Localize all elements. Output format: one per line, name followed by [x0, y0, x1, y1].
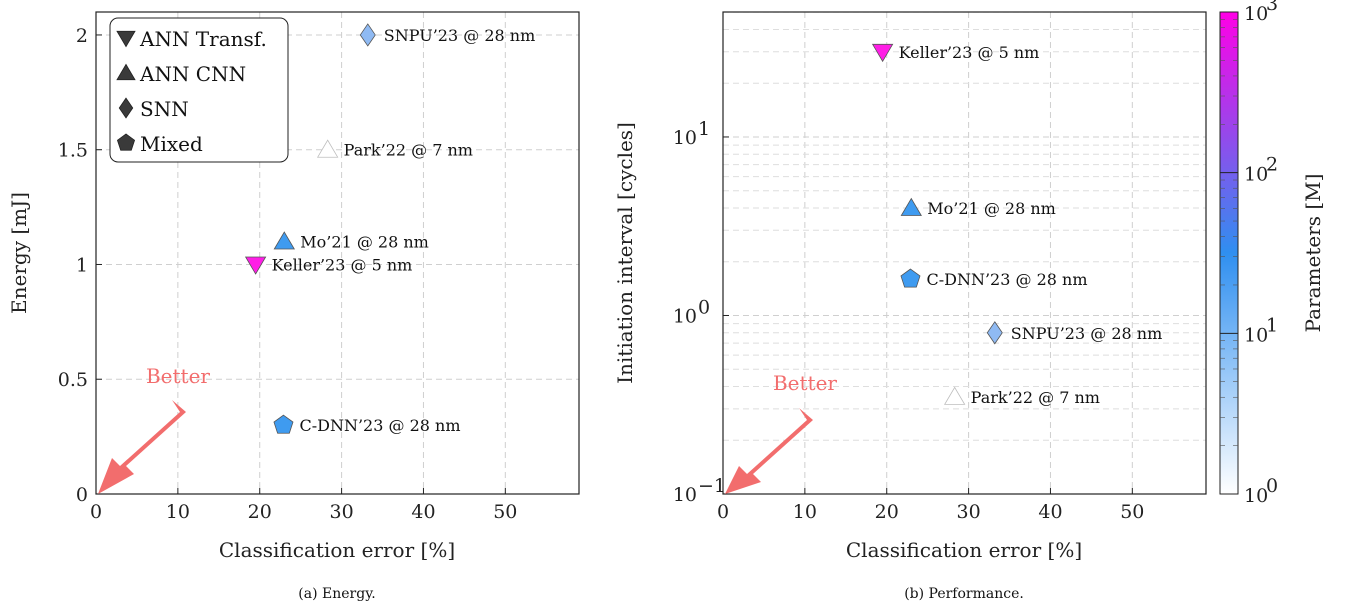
- marker-legend: ANN Transf. ANN CNN SNN Mixed: [109, 17, 289, 163]
- energy-x-tick-label: 20: [248, 501, 272, 523]
- colorbar-tick-exponent: 3: [1266, 0, 1278, 15]
- performance-point-label: SNPU’23 @ 28 nm: [1011, 324, 1162, 343]
- legend-triangle-up-icon: [116, 63, 136, 81]
- colorbar-tick-label: 10: [1244, 164, 1268, 186]
- performance-x-tick-label: 20: [875, 501, 899, 523]
- performance-point-mo-21-28-nm: [900, 197, 922, 216]
- performance-point-label: Mo’21 @ 28 nm: [927, 199, 1056, 218]
- legend-diamond-icon: [118, 97, 134, 119]
- colorbar-tick-exponent: 2: [1266, 154, 1278, 176]
- energy-point-c-dnn-23-28-nm: [273, 414, 294, 434]
- performance-x-tick-label: 40: [1038, 501, 1062, 523]
- energy-y-axis-label: Energy [mJ]: [7, 192, 31, 314]
- performance-point-keller-23-5-nm: [871, 43, 894, 63]
- energy-x-tick-label: 30: [329, 501, 353, 523]
- energy-point-label: Keller’23 @ 5 nm: [272, 255, 413, 274]
- legend-triangle-down-icon: [116, 30, 136, 48]
- energy-better-arrow: Better: [98, 364, 210, 494]
- performance-point-park-22-7-nm: [943, 386, 966, 405]
- colorbar-tick-label: 10: [1244, 485, 1268, 507]
- energy-chart: 0 10 20 30 40 50 0 0.5 1 1.5 2 Better SNPU’23 @ 28…: [7, 11, 580, 602]
- energy-point-label: Mo’21 @ 28 nm: [300, 233, 429, 252]
- energy-point-snpu-23-28-nm: [359, 23, 376, 47]
- legend-box: [109, 17, 289, 163]
- performance-point-label: Park’22 @ 7 nm: [971, 388, 1100, 407]
- performance-x-tick-label: 0: [717, 501, 729, 523]
- performance-point-snpu-23-28-nm: [986, 321, 1003, 345]
- better-arrow-icon: [725, 408, 813, 494]
- energy-y-tick-label: 0.5: [58, 369, 88, 391]
- energy-x-tick-label: 0: [90, 501, 102, 523]
- energy-point-label: Park’22 @ 7 nm: [344, 141, 473, 160]
- performance-y-tick-exponent: 0: [698, 296, 710, 318]
- energy-y-tick-label: 2: [76, 25, 88, 47]
- energy-point-park-22-7-nm: [316, 139, 339, 158]
- performance-x-axis-label: Classification error [%]: [846, 538, 1082, 562]
- energy-point-keller-23-5-nm: [244, 256, 267, 275]
- performance-points: Keller’23 @ 5 nm Mo’21 @ 28 nm C-DNN’23 @ …: [871, 43, 1162, 407]
- performance-y-tick-label: 10: [673, 484, 697, 506]
- performance-plot-frame: [722, 11, 1207, 495]
- performance-x-tick-label: 30: [956, 501, 980, 523]
- colorbar-tick-exponent: 1: [1266, 314, 1278, 336]
- colorbar-tick-exponent: 0: [1266, 475, 1278, 497]
- energy-plot-frame: [95, 11, 580, 495]
- performance-point-label: Keller’23 @ 5 nm: [899, 43, 1040, 62]
- legend-pentagon-icon: [116, 133, 136, 151]
- energy-ticks: 0 10 20 30 40 50 0 0.5 1 1.5 2: [58, 25, 518, 523]
- performance-point-label: C-DNN’23 @ 28 nm: [926, 270, 1087, 289]
- performance-y-tick-exponent: −1: [698, 475, 726, 497]
- energy-y-tick-label: 1: [76, 254, 88, 276]
- energy-x-tick-label: 10: [166, 501, 190, 523]
- better-arrow-icon: [98, 400, 186, 494]
- performance-x-tick-label: 50: [1120, 501, 1144, 523]
- performance-y-tick-label: 10: [673, 305, 697, 327]
- energy-point-mo-21-28-nm: [273, 231, 295, 250]
- energy-point-label: SNPU’23 @ 28 nm: [384, 26, 535, 45]
- colorbar-gradient: [1219, 11, 1239, 495]
- energy-x-tick-label: 40: [411, 501, 435, 523]
- energy-point-label: C-DNN’23 @ 28 nm: [299, 416, 460, 435]
- performance-grid: [722, 11, 1206, 495]
- legend-entry-label: ANN Transf.: [139, 27, 267, 51]
- energy-points: SNPU’23 @ 28 nm Park’22 @ 7 nm Mo’21 @ 28 …: [244, 23, 535, 435]
- legend-entry-label: Mixed: [140, 132, 203, 156]
- performance-better-arrow: Better: [725, 371, 837, 494]
- performance-caption: (b) Performance.: [904, 586, 1024, 602]
- energy-x-axis-label: Classification error [%]: [219, 538, 455, 562]
- energy-caption: (a) Energy.: [298, 586, 375, 602]
- energy-y-tick-label: 0: [76, 484, 88, 506]
- performance-better-label: Better: [773, 371, 837, 395]
- performance-y-tick-exponent: 1: [698, 118, 710, 140]
- performance-y-axis-label: Initiation interval [cycles]: [613, 122, 637, 384]
- energy-y-tick-label: 1.5: [58, 140, 88, 162]
- performance-y-tick-label: 10: [673, 127, 697, 149]
- energy-better-label: Better: [146, 364, 210, 388]
- colorbar-tick-label: 10: [1244, 3, 1268, 25]
- performance-point-c-dnn-23-28-nm: [900, 268, 921, 288]
- colorbar-label: Parameters [M]: [1301, 174, 1325, 333]
- legend-entry-label: SNN: [140, 97, 189, 121]
- performance-x-tick-label: 10: [793, 501, 817, 523]
- colorbar-tick-label: 10: [1244, 324, 1268, 346]
- energy-x-tick-label: 50: [493, 501, 517, 523]
- legend-entry-label: ANN CNN: [139, 62, 246, 86]
